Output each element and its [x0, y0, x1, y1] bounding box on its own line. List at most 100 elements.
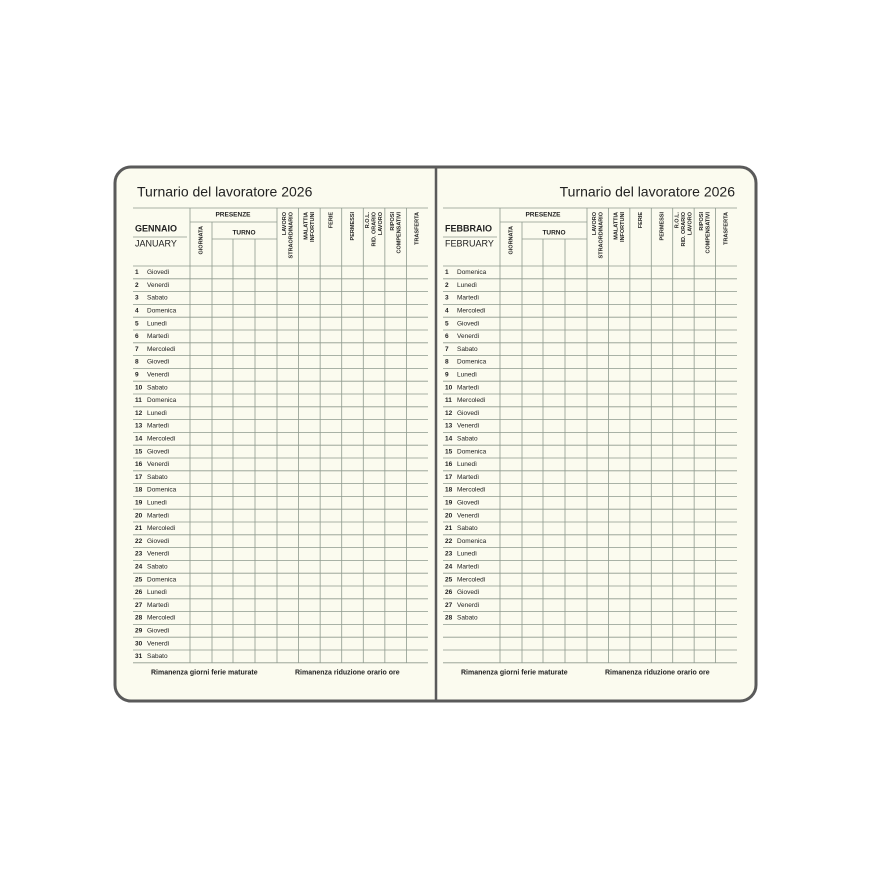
- weekday: Venerdì: [457, 333, 480, 340]
- day-number: 20: [445, 512, 453, 519]
- day-number: 9: [135, 372, 139, 379]
- weekday: Venerdì: [147, 282, 170, 289]
- day-number: 7: [445, 346, 449, 353]
- day-number: 12: [445, 410, 453, 417]
- day-number: 15: [445, 448, 453, 455]
- month-en: FEBRUARY: [445, 238, 494, 248]
- day-number: 2: [135, 282, 139, 289]
- day-number: 22: [135, 538, 143, 545]
- weekday: Martedì: [457, 564, 479, 571]
- weekday: Sabato: [457, 436, 478, 443]
- day-number: 3: [135, 295, 139, 302]
- weekday: Lunedì: [457, 282, 477, 289]
- column-header: TRASFERTA: [724, 212, 730, 245]
- weekday: Giovedì: [457, 500, 480, 507]
- day-number: 16: [445, 461, 453, 468]
- weekday: Sabato: [147, 384, 168, 391]
- weekday: Venerdì: [147, 461, 170, 468]
- day-number: 2: [445, 282, 449, 289]
- month: GENNAIO: [135, 223, 177, 233]
- month-en: JANUARY: [135, 238, 177, 248]
- day-number: 24: [445, 564, 453, 571]
- day-number: 3: [445, 295, 449, 302]
- weekday: Domenica: [457, 269, 487, 276]
- day-number: 25: [445, 576, 453, 583]
- day-number: 24: [135, 564, 143, 571]
- day-number: 8: [135, 359, 139, 366]
- column-header: RID. ORARIO: [681, 211, 687, 246]
- weekday: Domenica: [147, 487, 177, 494]
- column-header: R.O.L.: [674, 212, 680, 229]
- day-number: 5: [445, 320, 449, 327]
- day-number: 14: [135, 436, 143, 443]
- weekday: Mercoledì: [147, 346, 176, 353]
- weekday: Venerdì: [147, 372, 170, 379]
- column-header: INFORTUNI: [310, 212, 316, 242]
- day-number: 6: [135, 333, 139, 340]
- day-number: 1: [445, 269, 449, 276]
- column-header: STRAORDINARIO: [289, 211, 295, 258]
- weekday: Domenica: [457, 359, 487, 366]
- weekday: Domenica: [147, 576, 177, 583]
- day-number: 8: [445, 359, 449, 366]
- column-header: R.O.L.: [365, 212, 371, 229]
- weekday: Mercoledì: [457, 487, 486, 494]
- day-number: 17: [135, 474, 143, 481]
- footer-label: Rimanenza giorni ferie maturate: [151, 670, 258, 677]
- column-header: RID. ORARIO: [372, 211, 378, 246]
- weekday: Martedì: [147, 333, 169, 340]
- weekday: Martedì: [457, 295, 479, 302]
- day-number: 11: [135, 397, 142, 404]
- day-number: 19: [135, 500, 143, 507]
- day-number: 26: [135, 589, 143, 596]
- presenze: PRESENZE: [525, 212, 561, 219]
- day-number: 13: [445, 423, 453, 430]
- weekday: Martedì: [147, 423, 169, 430]
- day-number: 19: [445, 500, 453, 507]
- day-number: 13: [135, 423, 143, 430]
- weekday: Venerdì: [457, 423, 480, 430]
- day-number: 12: [135, 410, 143, 417]
- day-number: 5: [135, 320, 139, 327]
- column-header: RIPOSI: [390, 212, 396, 231]
- column-header: INFORTUNI: [620, 212, 626, 242]
- day-number: 23: [445, 551, 453, 558]
- day-number: 23: [135, 551, 143, 558]
- turno: TURNO: [542, 230, 565, 237]
- column-header: COMPENSATIVI: [396, 212, 402, 254]
- month: FEBBRAIO: [445, 223, 492, 233]
- weekday: Giovedì: [457, 589, 480, 596]
- column-header: TRASFERTA: [415, 212, 421, 245]
- weekday: Sabato: [457, 346, 478, 353]
- weekday: Domenica: [147, 397, 177, 404]
- day-number: 6: [445, 333, 449, 340]
- weekday: Giovedì: [457, 410, 480, 417]
- weekday: Mercoledì: [147, 615, 176, 622]
- day-number: 27: [445, 602, 453, 609]
- weekday: Sabato: [147, 653, 168, 660]
- weekday: Mercoledì: [147, 436, 176, 443]
- day-number: 17: [445, 474, 453, 481]
- day-number: 28: [445, 615, 453, 622]
- weekday: Venerdì: [147, 551, 170, 558]
- giornata: GIORNATA: [508, 226, 514, 255]
- weekday: Giovedì: [457, 320, 480, 327]
- giornata: GIORNATA: [198, 226, 204, 255]
- weekday: Venerdì: [457, 512, 480, 519]
- day-number: 20: [135, 512, 143, 519]
- day-number: 16: [135, 461, 143, 468]
- presenze: PRESENZE: [215, 212, 251, 219]
- day-number: 21: [445, 525, 453, 532]
- weekday: Lunedì: [457, 372, 477, 379]
- weekday: Domenica: [457, 538, 487, 545]
- day-number: 21: [135, 525, 143, 532]
- weekday: Lunedì: [147, 320, 167, 327]
- weekday: Martedì: [457, 474, 479, 481]
- weekday: Martedì: [147, 512, 169, 519]
- day-number: 18: [445, 487, 453, 494]
- footer-label: Rimanenza riduzione orario ore: [295, 670, 400, 677]
- column-header: RIPOSI: [699, 212, 705, 231]
- weekday: Sabato: [457, 525, 478, 532]
- weekday: Giovedì: [147, 538, 170, 545]
